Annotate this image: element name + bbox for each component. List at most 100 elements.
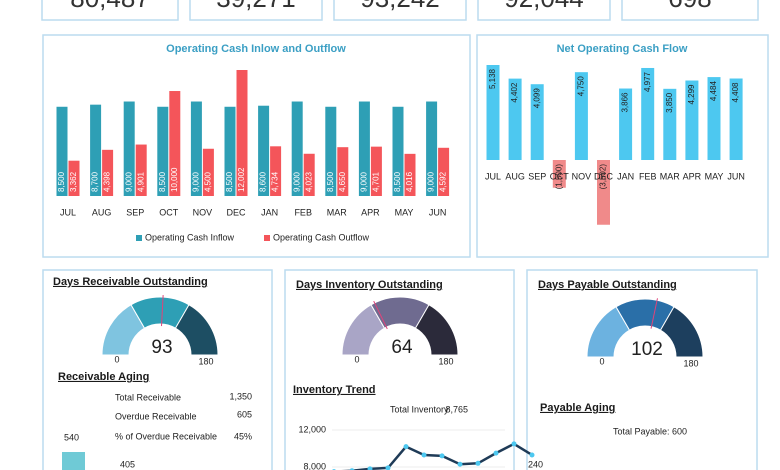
bar xyxy=(68,160,80,196)
marker xyxy=(439,453,445,459)
gauge-max: 180 xyxy=(438,356,453,366)
value-label: 4,484 xyxy=(709,81,718,102)
chart-title: Operating Cash Inlow and Outflow xyxy=(166,43,346,55)
bar xyxy=(135,144,147,196)
value-label: 9,000 xyxy=(360,171,369,192)
value-label: 5,138 xyxy=(488,68,497,89)
bar xyxy=(663,88,677,160)
gauge-needle xyxy=(373,300,388,330)
gauge-title: Days Payable Outstanding xyxy=(538,279,677,291)
gauge-value: 64 xyxy=(391,337,413,358)
bar xyxy=(123,101,135,196)
legend-label: Operating Cash Outflow xyxy=(273,232,370,242)
x-tick-label: JUN xyxy=(429,207,447,217)
value-label: 4,701 xyxy=(372,171,381,192)
x-tick-label: AUG xyxy=(505,171,525,181)
value-label: 3,850 xyxy=(665,92,674,113)
value-label: 4,901 xyxy=(136,171,145,192)
kpi-value: 80,487 xyxy=(70,0,150,13)
stat-value: 1,350 xyxy=(229,391,252,401)
value-label: 10,000 xyxy=(170,167,179,192)
bar xyxy=(685,80,699,160)
gauge-max: 180 xyxy=(683,358,698,368)
x-tick-label: OCT xyxy=(550,171,570,181)
line xyxy=(341,442,533,470)
x-tick-label: JAN xyxy=(617,171,634,181)
panel xyxy=(42,34,471,258)
kpi-value: 698 xyxy=(668,0,711,13)
value-label: 4,408 xyxy=(731,82,740,103)
value-label: 8,700 xyxy=(91,171,100,192)
chart-title: Inventory Trend xyxy=(293,384,376,396)
gauge-value: 102 xyxy=(631,339,663,360)
gauge-min: 0 xyxy=(114,354,119,364)
legend-label: Operating Cash Inflow xyxy=(145,232,235,242)
chart-title: Net Operating Cash Flow xyxy=(557,43,688,55)
x-tick-label: MAR xyxy=(660,171,681,181)
value-label: 8,500 xyxy=(158,171,167,192)
section-title: Receivable Aging xyxy=(58,371,149,383)
x-tick-label: APR xyxy=(361,207,380,217)
bar xyxy=(56,106,68,196)
bar xyxy=(270,146,282,196)
x-tick-label: SEP xyxy=(528,171,546,181)
legend-swatch xyxy=(264,235,270,241)
value-label: 3,866 xyxy=(621,92,630,113)
legend-swatch xyxy=(136,235,142,241)
bar xyxy=(619,88,633,160)
total-payable: Total Payable: 600 xyxy=(613,426,687,436)
bar xyxy=(157,106,169,196)
stat-label: Overdue Receivable xyxy=(115,411,197,421)
value-label: 8,500 xyxy=(57,171,66,192)
marker xyxy=(403,444,409,450)
gauge-title: Days Inventory Outstanding xyxy=(296,279,443,291)
gauge-needle xyxy=(650,298,658,329)
x-tick-label: NOV xyxy=(193,207,213,217)
bar xyxy=(530,84,544,160)
gauge-needle xyxy=(161,295,164,327)
marker xyxy=(385,465,391,470)
value-label: 8,500 xyxy=(225,171,234,192)
x-tick-label: MAY xyxy=(705,171,724,181)
y-tick-label: 8,000 xyxy=(303,461,326,470)
bar xyxy=(190,101,202,196)
bar xyxy=(597,160,610,225)
gauge-segment xyxy=(414,304,459,356)
bar xyxy=(392,106,404,196)
bar xyxy=(258,105,270,196)
value-label: 12,002 xyxy=(237,167,246,192)
x-tick-label: OCT xyxy=(159,207,179,217)
value-label: 9,000 xyxy=(292,171,301,192)
value-label: (1,500) xyxy=(554,164,563,190)
gauge-max: 180 xyxy=(198,356,213,366)
value-label: 4,650 xyxy=(338,171,347,192)
value-label: 8,500 xyxy=(326,171,335,192)
bar xyxy=(508,78,522,160)
bar xyxy=(574,72,588,160)
annotation-value: 8,765 xyxy=(445,404,468,414)
marker xyxy=(421,452,427,458)
value-label: 4,023 xyxy=(304,171,313,192)
bar xyxy=(102,149,114,196)
x-tick-label: FEB xyxy=(639,171,657,181)
aging-label: 405 xyxy=(120,459,135,469)
x-tick-label: APR xyxy=(683,171,702,181)
marker xyxy=(529,452,535,458)
value-label: 4,398 xyxy=(103,171,112,192)
x-tick-label: JAN xyxy=(261,207,278,217)
x-tick-label: MAR xyxy=(327,207,348,217)
value-label: 9,000 xyxy=(427,171,436,192)
value-label: 9,000 xyxy=(124,171,133,192)
stat-value: 605 xyxy=(237,409,252,419)
x-tick-label: DEC xyxy=(226,207,246,217)
kpi-value: 92,044 xyxy=(504,0,584,13)
annotation-label: Total Inventory xyxy=(390,404,449,414)
gauge-value: 93 xyxy=(151,337,172,358)
bar xyxy=(169,91,181,196)
value-label: 8,600 xyxy=(259,171,268,192)
bar xyxy=(90,104,102,196)
value-label: 9,000 xyxy=(192,171,201,192)
stat-label: % of Overdue Receivable xyxy=(115,431,217,441)
x-tick-label: NOV xyxy=(572,171,592,181)
